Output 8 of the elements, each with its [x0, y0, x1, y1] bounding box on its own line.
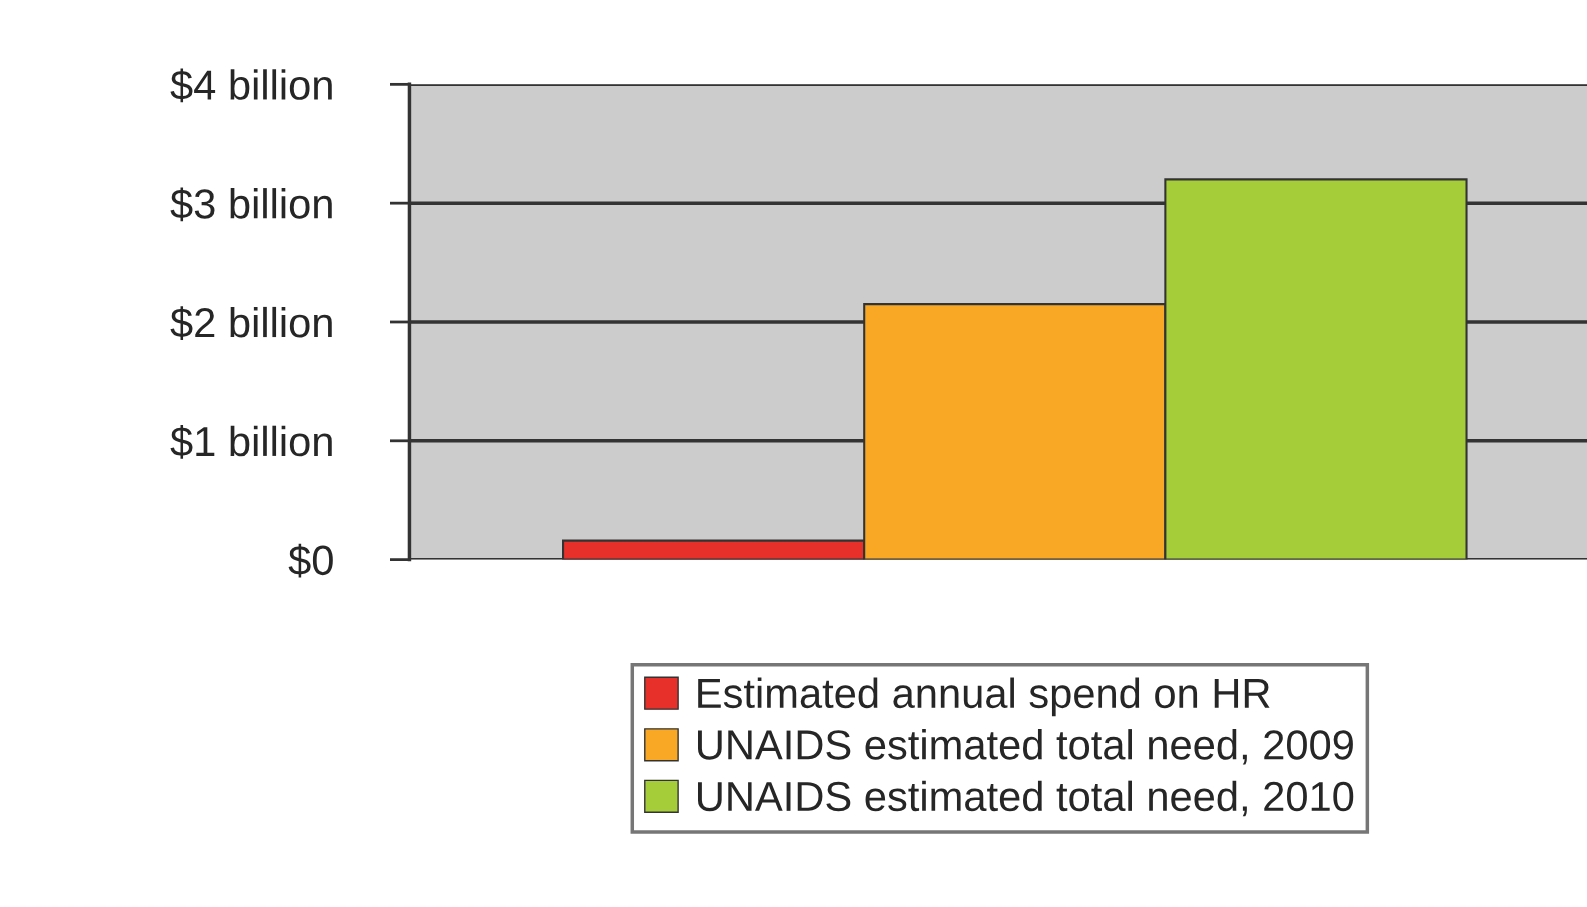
- legend-label: Estimated annual spend on HR: [698, 677, 1270, 717]
- y-tick-label: $2 billion: [170, 306, 332, 340]
- y-tick-label: $1 billion: [170, 425, 332, 459]
- y-tick-label: $0: [288, 543, 333, 578]
- legend-label: UNAIDS estimated total need, 2009: [698, 729, 1353, 765]
- y-tick-label: $4 billion: [170, 68, 332, 103]
- legend-label: UNAIDS estimated total need, 2010: [698, 780, 1354, 817]
- y-tick-label: $3 billion: [170, 187, 332, 222]
